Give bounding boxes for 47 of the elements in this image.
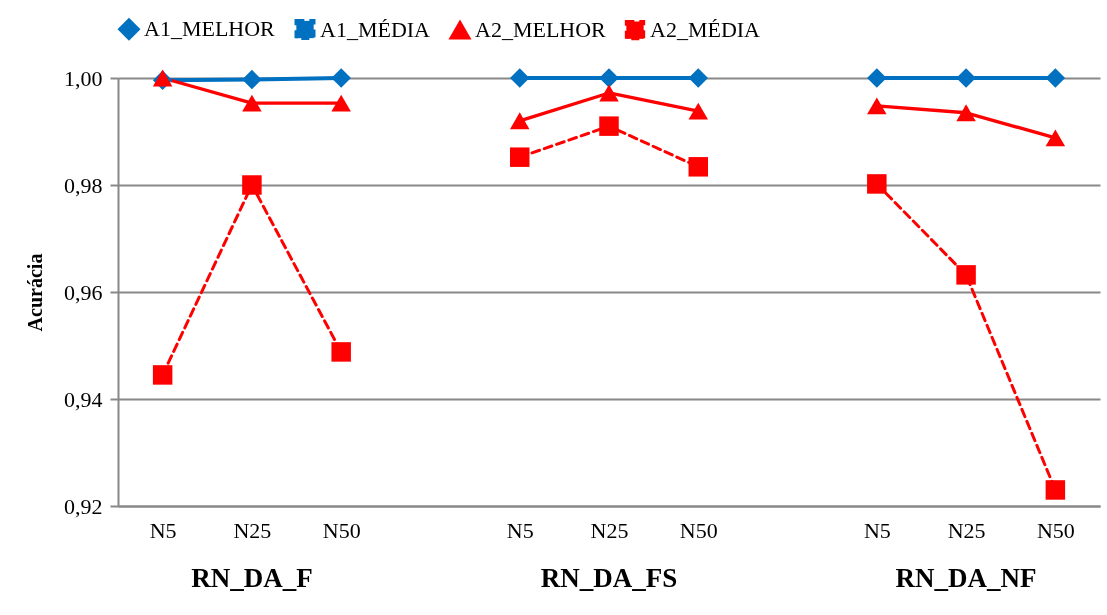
legend-label: A1_MÉDIA	[320, 16, 431, 42]
point	[688, 68, 709, 88]
y-axis-title: Acurácia	[24, 253, 46, 332]
text: RN_DA_NF	[895, 563, 1037, 593]
point	[956, 104, 976, 122]
legend-label: A2_MELHOR	[475, 17, 607, 43]
point	[242, 69, 262, 90]
point	[688, 102, 709, 120]
x-tick-label: N50	[679, 517, 718, 543]
point	[509, 112, 530, 130]
point	[1045, 129, 1066, 147]
point	[867, 174, 887, 194]
x-tick-label: N25	[233, 517, 272, 543]
point	[599, 84, 619, 102]
x-tick-label: N25	[947, 517, 986, 543]
point	[331, 342, 351, 362]
point	[509, 68, 530, 88]
point	[331, 68, 351, 88]
point	[688, 157, 709, 177]
point	[599, 116, 619, 136]
point	[242, 94, 262, 112]
y-tick-label: 0,98	[64, 172, 103, 198]
point	[242, 175, 262, 195]
x-tick-label: N50	[1036, 517, 1075, 543]
y-tick-label: 0,92	[64, 493, 103, 519]
y-tick-label: 1,00	[64, 65, 103, 91]
legend-label: A1_MELHOR	[144, 16, 276, 42]
point	[509, 147, 530, 167]
x-tick-label: N50	[322, 517, 361, 543]
x-tick-label: N5	[149, 517, 177, 543]
text: RN_DA_FS	[540, 563, 678, 593]
x-tick-label: N5	[863, 517, 891, 543]
x-tick-label: N25	[590, 517, 629, 543]
point	[152, 365, 173, 385]
y-tick-label: 0,96	[64, 279, 103, 305]
point	[1045, 68, 1066, 88]
point	[331, 94, 351, 112]
y-tick-label: 0,94	[64, 386, 103, 412]
point	[867, 68, 887, 88]
point	[956, 265, 976, 285]
point	[1045, 480, 1066, 500]
point	[867, 97, 887, 115]
x-tick-label: N5	[506, 517, 534, 543]
legend-label: A2_MÉDIA	[650, 17, 761, 43]
point	[599, 68, 619, 88]
text: RN_DA_F	[191, 563, 313, 593]
point	[956, 68, 976, 88]
